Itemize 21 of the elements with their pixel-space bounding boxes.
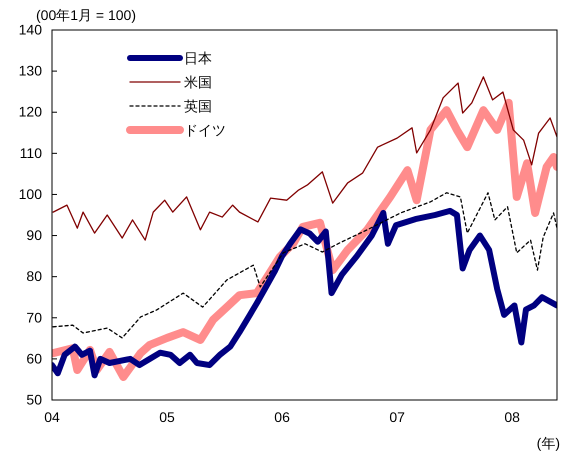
x-tick-label: 07	[389, 408, 406, 425]
x-tick-label: 05	[159, 408, 176, 425]
y-tick-label: 130	[18, 62, 42, 79]
x-tick-label: 04	[44, 408, 60, 425]
y-tick-label: 120	[18, 104, 42, 120]
line-series	[52, 76, 557, 241]
y-tick-label: 110	[20, 144, 42, 161]
x-tick-label: 08	[504, 408, 520, 425]
y-tick-label: 50	[26, 391, 42, 408]
legend-label: 日本	[184, 50, 212, 66]
y-tick-label: 90	[26, 227, 42, 244]
legend-label: ドイツ	[184, 122, 226, 138]
legend-label: 英国	[184, 98, 212, 114]
y-tick-label: 60	[26, 350, 42, 366]
y-tick-label: 100	[18, 186, 42, 202]
y-axis-title: (00年1月 = 100)	[36, 7, 136, 23]
y-tick-label: 80	[26, 268, 42, 284]
y-tick-label: 70	[26, 309, 42, 326]
x-tick-label: 06	[274, 408, 290, 425]
legend-label: 米国	[184, 74, 212, 90]
x-axis-title: (年)	[536, 435, 560, 451]
